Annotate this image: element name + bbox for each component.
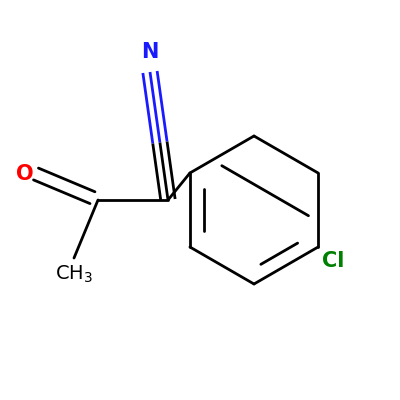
Text: O: O [16, 164, 34, 184]
Text: Cl: Cl [322, 251, 344, 271]
Text: CH$_3$: CH$_3$ [55, 264, 93, 285]
Text: N: N [141, 42, 159, 62]
